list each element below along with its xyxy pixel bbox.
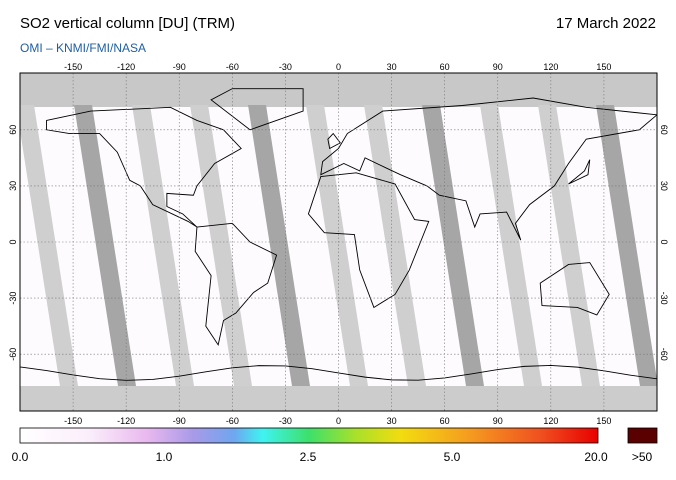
lon-tick-label: 90 xyxy=(493,62,503,72)
date: 17 March 2022 xyxy=(556,15,656,32)
orbit-gap xyxy=(422,105,484,386)
lon-tick-label: -90 xyxy=(173,416,186,426)
lon-tick-label: 150 xyxy=(596,62,611,72)
orbit-gap xyxy=(132,105,194,386)
map-frame xyxy=(19,72,658,412)
lon-tick-label: -150 xyxy=(64,62,82,72)
lon-tick-label: -60 xyxy=(226,62,239,72)
coastline xyxy=(568,159,591,185)
lat-tick-label: -30 xyxy=(8,292,18,305)
lat-tick-label: -60 xyxy=(8,348,18,361)
lat-tick-label: 30 xyxy=(8,181,18,191)
lat-tick-label: -30 xyxy=(659,292,669,305)
lat-tick-label: 30 xyxy=(659,181,669,191)
lat-tick-label: 0 xyxy=(8,239,18,244)
coastline xyxy=(194,222,278,346)
coastline xyxy=(20,364,657,381)
lon-tick-label: 90 xyxy=(493,416,503,426)
lon-tick-label: -30 xyxy=(279,62,292,72)
coastline xyxy=(320,97,657,241)
orbit-gap xyxy=(364,105,426,386)
title: SO2 vertical column [DU] (TRM) xyxy=(20,15,235,32)
lon-tick-label: -120 xyxy=(117,62,135,72)
lon-tick-label: 30 xyxy=(387,62,397,72)
colorbar-overflow-label: >50 xyxy=(632,450,653,464)
orbit-gap xyxy=(248,105,310,386)
colorbar-label: 2.5 xyxy=(300,450,317,464)
lon-tick-label: 120 xyxy=(543,62,558,72)
coastline xyxy=(210,88,304,131)
colorbar-overflow xyxy=(627,427,658,444)
lon-tick-label: -120 xyxy=(117,416,135,426)
lon-tick-label: -150 xyxy=(64,416,82,426)
lon-tick-label: -30 xyxy=(279,416,292,426)
subtitle: OMI – KNMI/FMI/NASA xyxy=(20,41,146,55)
colorbar-label: 5.0 xyxy=(444,450,461,464)
lon-tick-label: 120 xyxy=(543,416,558,426)
lon-tick-label: 150 xyxy=(596,416,611,426)
lon-tick-label: -90 xyxy=(173,62,186,72)
map-area xyxy=(20,73,657,411)
lon-tick-label: 0 xyxy=(336,416,341,426)
colorbar-label: 20.0 xyxy=(584,450,608,464)
lon-tick-label: 0 xyxy=(336,62,341,72)
coastline xyxy=(46,106,242,228)
coastline xyxy=(539,262,610,316)
lon-tick-label: 30 xyxy=(387,416,397,426)
orbit-gap xyxy=(596,105,657,386)
lat-tick-label: 0 xyxy=(659,239,669,244)
coastline xyxy=(327,132,341,150)
lat-tick-label: 60 xyxy=(659,125,669,135)
orbit-gap xyxy=(538,105,600,386)
orbit-gap xyxy=(74,105,136,386)
lat-tick-label: -60 xyxy=(659,348,669,361)
orbit-gap xyxy=(480,105,542,386)
lon-tick-label: 60 xyxy=(440,62,450,72)
colorbar-label: 1.0 xyxy=(156,450,173,464)
lon-tick-label: -60 xyxy=(226,416,239,426)
lat-tick-label: 60 xyxy=(8,125,18,135)
colorbar xyxy=(19,427,599,444)
coastline xyxy=(307,172,430,309)
lon-tick-label: 60 xyxy=(440,416,450,426)
orbit-gap xyxy=(306,105,368,386)
orbit-gap xyxy=(20,105,78,386)
colorbar-label: 0.0 xyxy=(12,450,29,464)
